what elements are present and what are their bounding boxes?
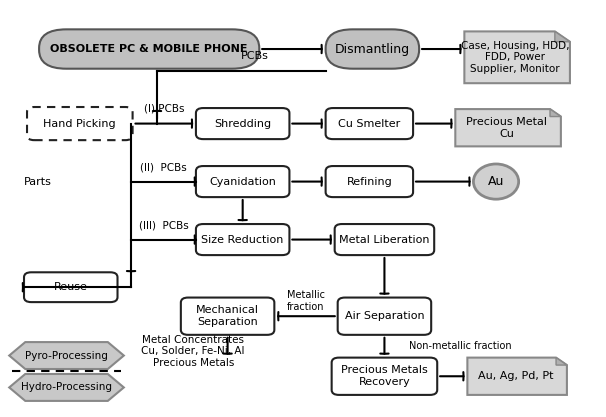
Text: (III)  PCBs: (III) PCBs [139, 221, 188, 231]
Text: Pyro-Processing: Pyro-Processing [25, 351, 108, 361]
Polygon shape [467, 358, 567, 395]
Text: Non-metallic fraction: Non-metallic fraction [408, 341, 511, 351]
Polygon shape [464, 31, 570, 83]
Polygon shape [9, 374, 124, 401]
FancyBboxPatch shape [39, 29, 259, 69]
Text: (II)  PCBs: (II) PCBs [140, 163, 187, 173]
Text: Metallic
fraction: Metallic fraction [287, 291, 325, 312]
FancyBboxPatch shape [24, 272, 118, 302]
Polygon shape [556, 358, 567, 365]
Text: Parts: Parts [24, 176, 52, 186]
Text: Dismantling: Dismantling [335, 43, 410, 55]
FancyBboxPatch shape [196, 224, 290, 255]
Text: Precious Metal
Cu: Precious Metal Cu [466, 117, 547, 138]
Text: OBSOLETE PC & MOBILE PHONE: OBSOLETE PC & MOBILE PHONE [50, 44, 248, 54]
Text: Cyanidation: Cyanidation [209, 176, 276, 186]
Text: PCBs: PCBs [241, 51, 268, 61]
Polygon shape [455, 109, 561, 146]
FancyBboxPatch shape [181, 298, 275, 335]
Text: Cu Smelter: Cu Smelter [338, 118, 401, 128]
Text: Reuse: Reuse [54, 282, 88, 292]
Text: (I) PCBs: (I) PCBs [144, 103, 184, 113]
FancyBboxPatch shape [325, 108, 413, 139]
FancyBboxPatch shape [325, 166, 413, 197]
Ellipse shape [473, 164, 519, 199]
FancyBboxPatch shape [27, 107, 133, 140]
FancyBboxPatch shape [338, 298, 431, 335]
Text: Hydro-Processing: Hydro-Processing [21, 382, 112, 392]
Text: Shredding: Shredding [214, 118, 271, 128]
Text: Metal Liberation: Metal Liberation [339, 235, 430, 244]
Polygon shape [555, 31, 570, 42]
FancyBboxPatch shape [196, 108, 290, 139]
Text: Case, Housing, HDD,
FDD, Power
Supplier, Monitor: Case, Housing, HDD, FDD, Power Supplier,… [461, 41, 569, 74]
Text: Precious Metals
Recovery: Precious Metals Recovery [341, 365, 428, 387]
FancyBboxPatch shape [325, 29, 419, 69]
Text: Hand Picking: Hand Picking [44, 118, 116, 128]
FancyBboxPatch shape [196, 166, 290, 197]
Text: Air Separation: Air Separation [345, 311, 424, 321]
Text: Metal Concentrates
Cu, Solder, Fe-Ni, Al
Precious Metals: Metal Concentrates Cu, Solder, Fe-Ni, Al… [141, 335, 245, 368]
Text: Mechanical
Separation: Mechanical Separation [196, 305, 259, 327]
FancyBboxPatch shape [335, 224, 435, 255]
Polygon shape [550, 109, 561, 116]
Text: Au: Au [488, 175, 504, 188]
Text: Refining: Refining [347, 176, 392, 186]
FancyBboxPatch shape [331, 358, 437, 395]
Text: Au, Ag, Pd, Pt: Au, Ag, Pd, Pt [478, 371, 553, 381]
Polygon shape [9, 342, 124, 369]
Text: Size Reduction: Size Reduction [201, 235, 284, 244]
